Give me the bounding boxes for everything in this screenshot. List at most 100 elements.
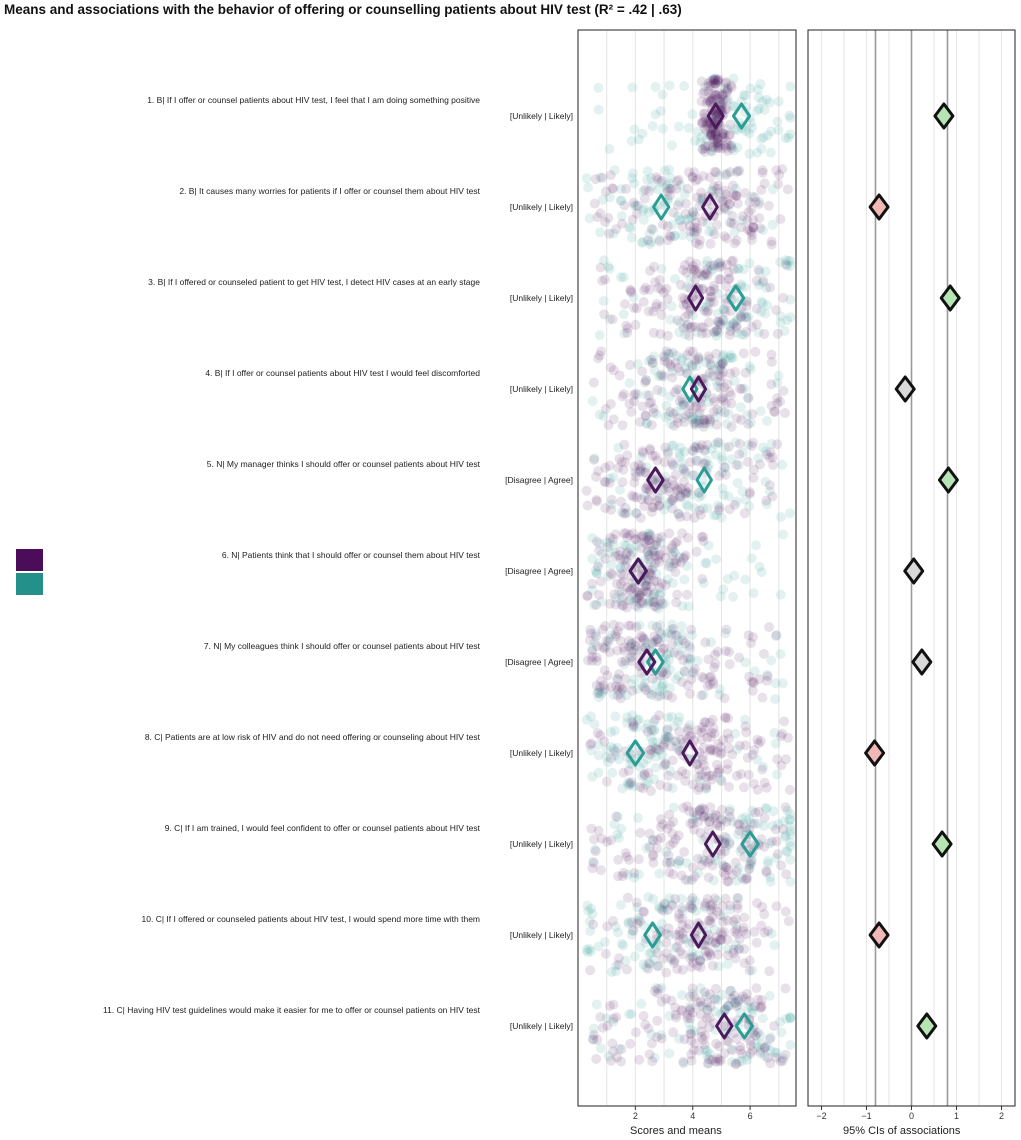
jitter-point xyxy=(713,75,724,86)
jitter-point xyxy=(610,921,621,932)
jitter-point xyxy=(714,689,725,700)
jitter-point xyxy=(750,1001,761,1012)
jitter-point xyxy=(652,1015,663,1026)
jitter-point xyxy=(705,97,716,108)
jitter-point xyxy=(676,893,687,904)
jitter-point xyxy=(632,359,643,370)
jitter-point xyxy=(632,715,643,726)
jitter-point xyxy=(636,494,647,505)
jitter-point xyxy=(643,535,654,546)
jitter-point xyxy=(617,683,628,694)
jitter-point xyxy=(708,74,718,85)
jitter-point xyxy=(629,868,640,878)
jitter-point xyxy=(629,674,640,685)
jitter-point xyxy=(741,300,752,311)
jitter-point xyxy=(718,584,729,595)
jitter-point xyxy=(673,671,684,681)
jitter-point xyxy=(782,184,793,195)
jitter-point xyxy=(595,682,606,693)
jitter-point xyxy=(765,1045,776,1056)
jitter-point xyxy=(656,629,667,639)
jitter-point xyxy=(582,947,593,958)
jitter-point xyxy=(728,319,739,330)
jitter-point xyxy=(713,500,723,511)
jitter-points-item-2 xyxy=(581,164,793,250)
jitter-point xyxy=(590,174,601,185)
jitter-point xyxy=(694,235,705,246)
jitter-point xyxy=(684,213,695,224)
jitter-point xyxy=(652,947,663,958)
jitter-point xyxy=(632,389,643,400)
jitter-point xyxy=(782,805,793,816)
jitter-point xyxy=(712,995,723,1006)
jitter-point xyxy=(637,446,648,457)
jitter-point xyxy=(737,486,748,497)
jitter-point xyxy=(650,762,661,773)
jitter-point xyxy=(709,89,720,99)
jitter-point xyxy=(631,208,642,219)
jitter-point xyxy=(650,714,661,725)
jitter-point xyxy=(722,86,733,97)
jitter-point xyxy=(682,561,693,571)
jitter-point xyxy=(674,1033,685,1044)
jitter-point xyxy=(697,117,708,128)
jitter-point xyxy=(672,417,683,428)
jitter-point xyxy=(704,419,715,429)
jitter-point xyxy=(686,489,696,500)
jitter-point xyxy=(695,954,706,965)
jitter-point xyxy=(667,543,678,554)
jitter-point xyxy=(723,864,734,875)
jitter-point xyxy=(663,561,674,572)
jitter-point xyxy=(635,782,646,792)
jitter-point xyxy=(672,211,683,222)
jitter-point xyxy=(655,619,666,630)
jitter-point xyxy=(680,486,691,496)
jitter-point xyxy=(746,440,757,451)
jitter-point xyxy=(619,528,630,539)
jitter-point xyxy=(614,1043,624,1054)
jitter-point xyxy=(722,915,733,926)
jitter-point xyxy=(732,198,743,209)
jitter-point xyxy=(671,350,682,361)
jitter-point xyxy=(760,308,771,319)
jitter-point xyxy=(675,492,686,503)
jitter-point xyxy=(606,753,616,764)
jitter-point xyxy=(637,596,647,607)
jitter-point xyxy=(744,996,755,1006)
jitter-point xyxy=(608,1046,618,1057)
jitter-point xyxy=(585,965,596,976)
jitter-point xyxy=(656,983,667,994)
jitter-point xyxy=(696,322,707,333)
jitter-point xyxy=(593,687,604,698)
jitter-point xyxy=(722,573,733,584)
jitter-point xyxy=(587,578,598,589)
jitter-point xyxy=(687,893,698,904)
jitter-point xyxy=(615,484,625,495)
jitter-point xyxy=(737,991,748,1002)
jitter-point xyxy=(735,1045,746,1055)
jitter-point xyxy=(589,600,599,610)
jitter-point xyxy=(662,823,673,834)
jitter-point xyxy=(759,1042,770,1053)
jitter-point xyxy=(654,745,665,756)
jitter-point xyxy=(632,200,643,211)
jitter-point xyxy=(720,185,731,196)
jitter-point xyxy=(663,770,674,781)
jitter-point xyxy=(630,641,641,651)
jitter-point xyxy=(671,184,682,194)
jitter-point xyxy=(724,441,734,452)
jitter-point xyxy=(721,143,732,153)
jitter-point xyxy=(720,354,731,365)
jitter-point xyxy=(724,199,735,209)
jitter-point xyxy=(662,574,673,585)
jitter-point xyxy=(708,130,719,140)
jitter-point xyxy=(709,510,720,521)
jitter-point xyxy=(675,946,686,957)
jitter-point xyxy=(720,104,730,115)
jitter-point xyxy=(712,134,722,145)
jitter-point xyxy=(592,561,603,572)
jitter-point xyxy=(670,674,681,685)
jitter-point xyxy=(739,308,750,319)
jitter-point xyxy=(724,320,735,331)
jitter-point xyxy=(759,1043,770,1054)
